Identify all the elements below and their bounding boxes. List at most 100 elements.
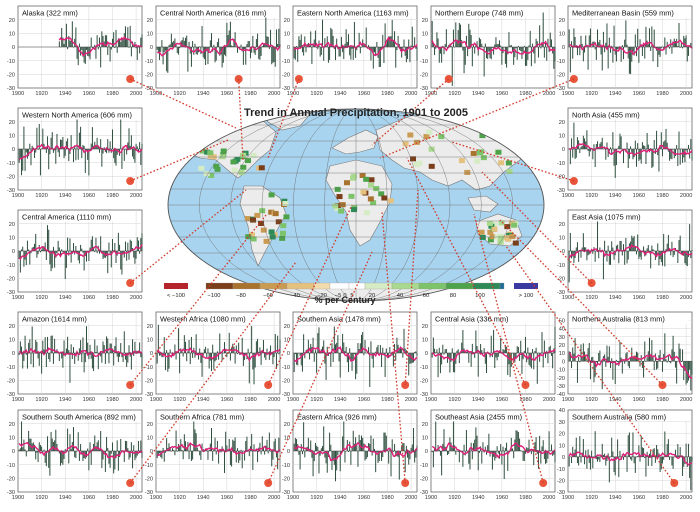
precip-bar <box>597 141 599 149</box>
precip-bar <box>617 439 619 457</box>
precip-bar <box>676 361 678 384</box>
precip-bar <box>322 19 324 47</box>
precip-bar <box>612 247 614 251</box>
precip-bar <box>43 246 45 251</box>
precip-bar <box>618 251 620 264</box>
precip-bar <box>307 42 309 47</box>
precip-bar <box>257 451 259 463</box>
precip-bar <box>69 434 71 451</box>
precip-bar <box>225 47 227 57</box>
precip-bar <box>545 42 547 47</box>
precip-bar <box>345 346 347 353</box>
y-tick-label: 10 <box>9 236 15 242</box>
precip-bar <box>136 237 138 251</box>
precip-bar <box>213 449 215 451</box>
precip-bar <box>55 351 57 353</box>
y-tick-label: -20 <box>557 175 565 181</box>
precip-bar <box>157 47 159 54</box>
precip-bar <box>168 353 170 369</box>
precip-bar <box>388 451 390 464</box>
precip-bar <box>516 47 518 60</box>
precip-bar <box>386 353 388 357</box>
precip-bar <box>434 348 436 353</box>
precip-bar <box>67 237 69 251</box>
colorbar-tick-label: −80 <box>236 293 246 299</box>
precip-bar <box>218 38 220 47</box>
precip-bar <box>490 47 492 60</box>
precip-bar <box>199 348 201 353</box>
precip-bar <box>64 39 66 47</box>
x-tick-label: 1980 <box>656 295 668 301</box>
precip-bar <box>336 38 338 47</box>
precip-bar <box>684 38 686 47</box>
precip-bar <box>24 449 26 451</box>
precip-bar <box>498 40 500 47</box>
precip-bar <box>64 251 66 280</box>
precip-bar <box>578 251 580 262</box>
precip-bar <box>18 449 20 451</box>
precip-bar <box>115 149 117 166</box>
y-tick-label: -20 <box>145 73 153 79</box>
trend-cell <box>257 220 264 226</box>
precip-bar <box>572 149 574 158</box>
precip-bar <box>584 47 586 53</box>
precip-bar <box>467 451 469 452</box>
precip-bar <box>626 251 628 264</box>
precip-bar <box>330 353 332 367</box>
precip-bar <box>244 451 246 461</box>
precip-bar <box>226 22 228 47</box>
precip-bar <box>68 149 70 162</box>
precip-bar <box>663 47 665 50</box>
precip-bar <box>96 137 98 149</box>
precip-bar <box>456 350 458 353</box>
precip-bar <box>268 353 270 360</box>
precip-bar <box>101 451 103 469</box>
precip-bar <box>672 251 674 258</box>
precip-bar <box>526 447 528 451</box>
precip-bar <box>481 350 483 353</box>
precip-bar <box>203 47 205 60</box>
precip-bar <box>545 451 547 464</box>
precip-bar <box>199 451 201 456</box>
precip-bar <box>177 328 179 353</box>
precip-bar <box>268 432 270 451</box>
precip-bar <box>81 353 83 363</box>
x-tick-label: 2000 <box>543 91 555 97</box>
precip-bar <box>571 138 573 149</box>
precip-bar <box>683 456 685 467</box>
precip-bar <box>610 47 612 53</box>
precip-bar <box>301 353 303 372</box>
precip-bar <box>176 47 178 54</box>
y-tick-label: -10 <box>282 463 290 469</box>
precip-bar <box>670 361 672 364</box>
precip-bar <box>534 47 536 64</box>
precip-bar <box>383 432 385 451</box>
precip-bar <box>591 450 593 457</box>
precip-bar <box>120 110 122 149</box>
precip-bar <box>621 361 623 374</box>
precip-bar <box>648 337 650 362</box>
precip-bar <box>58 149 60 157</box>
precip-bar <box>394 444 396 451</box>
precip-bar <box>368 45 370 47</box>
x-tick-label: 1980 <box>106 397 118 403</box>
smoothed-trend-line <box>568 352 693 380</box>
colorbar-tick-label: 40 <box>397 293 403 299</box>
precip-bar <box>48 229 50 251</box>
precip-bar <box>625 353 627 362</box>
precip-bar <box>183 335 185 353</box>
precip-bar <box>643 246 645 251</box>
colorbar-tick-label: 20 <box>369 293 375 299</box>
precip-bar <box>409 353 411 364</box>
precip-bar <box>326 346 328 353</box>
precip-bar <box>273 353 275 358</box>
colorbar-swatch <box>514 283 538 289</box>
precip-bar <box>21 249 23 251</box>
precip-bar <box>638 359 640 362</box>
y-tick-label: 0 <box>12 45 15 51</box>
precip-bar <box>580 35 582 47</box>
x-tick-label: 1900 <box>425 91 437 97</box>
precip-bar <box>183 434 185 451</box>
precip-bar <box>113 149 115 159</box>
